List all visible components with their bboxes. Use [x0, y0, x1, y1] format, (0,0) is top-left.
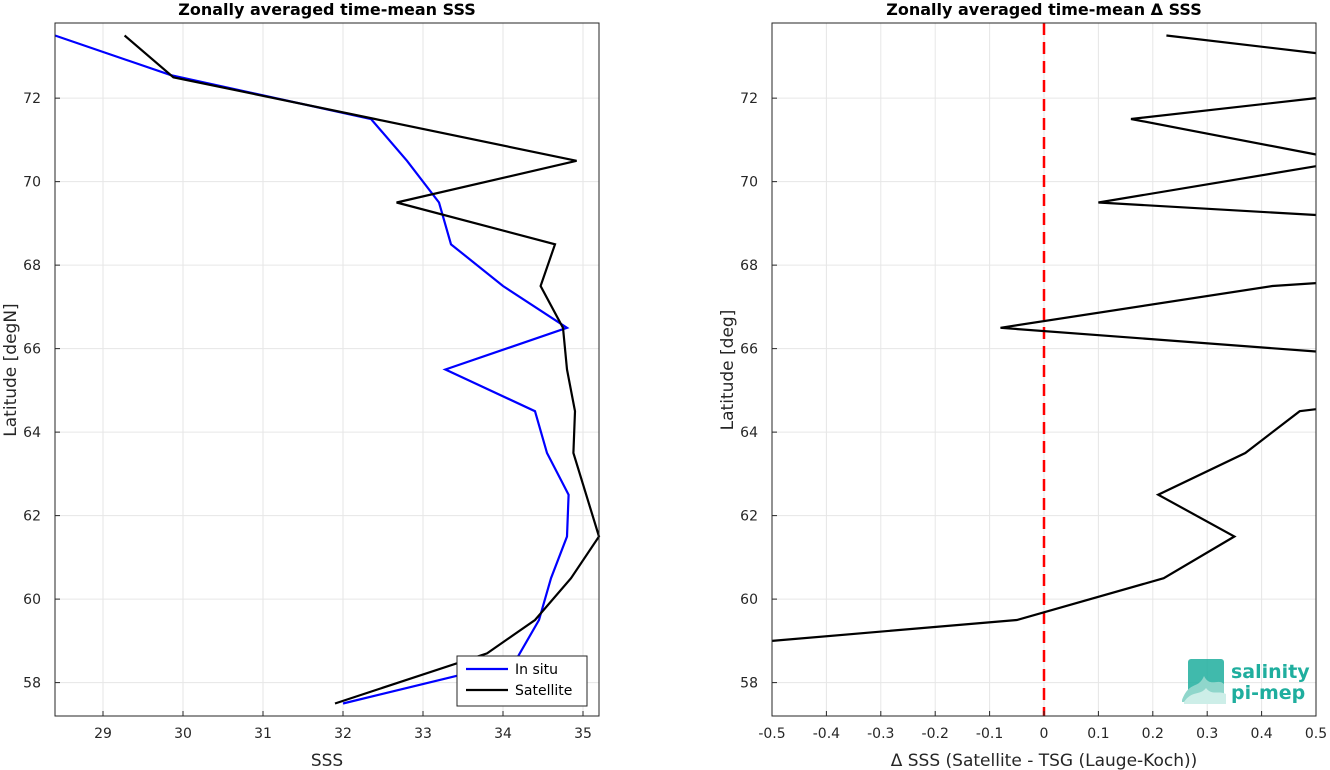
series-line-delta-sss: [1098, 165, 1317, 217]
legend: In situ Satellite: [456, 655, 588, 707]
series-line-delta-sss: [771, 408, 1317, 642]
x-tick-label: 0.5: [1305, 726, 1327, 742]
y-tick-label: 70: [740, 175, 758, 191]
right-data: [771, 23, 1317, 716]
series-line-delta-sss: [1130, 97, 1317, 156]
salinity-pi-mep-logo: salinity pi-mep: [1182, 659, 1310, 704]
x-tick-label: 0.1: [1087, 726, 1109, 742]
x-tick-label: -0.3: [867, 726, 894, 742]
y-tick-label: 68: [23, 258, 41, 274]
x-tick-label: 35: [574, 726, 592, 742]
right-title: Zonally averaged time-mean Δ SSS: [886, 0, 1202, 19]
x-tick-label: 31: [254, 726, 272, 742]
y-tick-label: 58: [740, 676, 758, 692]
x-tick-label: 32: [334, 726, 352, 742]
y-tick-label: 64: [740, 425, 758, 441]
y-tick-label: 62: [23, 509, 41, 525]
y-tick-label: 66: [740, 342, 758, 358]
wave-logo-icon: [1182, 659, 1226, 704]
y-tick-label: 58: [23, 676, 41, 692]
legend-satellite-label: Satellite: [515, 683, 572, 699]
left-y-label: Latitude [degN]: [1, 303, 21, 436]
x-tick-label: -0.4: [813, 726, 840, 742]
left-grid: [55, 23, 599, 716]
right-x-label: Δ SSS (Satellite - TSG (Lauge-Koch)): [891, 751, 1198, 770]
x-tick-label: -0.2: [922, 726, 949, 742]
y-tick-label: 64: [23, 425, 41, 441]
x-tick-label: -0.5: [758, 726, 785, 742]
legend-in-situ-label: In situ: [515, 662, 558, 678]
y-tick-label: 72: [740, 91, 758, 107]
logo-line2: pi-mep: [1231, 682, 1305, 704]
y-tick-label: 60: [23, 592, 41, 608]
y-tick-label: 68: [740, 258, 758, 274]
y-tick-label: 66: [23, 342, 41, 358]
y-tick-label: 70: [23, 175, 41, 191]
left-x-label: SSS: [311, 751, 343, 770]
left-ticks: 29 30 31 32 33 34 35 58 60 62 64 66 68 70 72: [23, 91, 592, 742]
y-tick-label: 72: [23, 91, 41, 107]
logo-line1: salinity: [1231, 661, 1310, 683]
right-ticks: -0.5 -0.4 -0.3 -0.2 -0.1 0 0.1 0.2 0.3 0.4 0.5 58 60…: [740, 91, 1327, 742]
x-tick-label: 33: [414, 726, 432, 742]
series-line-delta-sss: [1000, 282, 1317, 353]
y-tick-label: 60: [740, 592, 758, 608]
right-y-label: Latitude [deg]: [718, 310, 738, 431]
x-tick-label: 0.4: [1250, 726, 1272, 742]
series-line-in-situ: [54, 34, 570, 705]
x-tick-label: 0.3: [1196, 726, 1218, 742]
left-axes-frame: [54, 22, 600, 717]
series-line-delta-sss: [1166, 34, 1317, 55]
legend-box: [456, 655, 588, 707]
x-tick-label: 0.2: [1142, 726, 1164, 742]
x-tick-label: -0.1: [976, 726, 1003, 742]
left-panel: 29 30 31 32 33 34 35 58 60 62 64 66 68 70 72 Zonally a…: [1, 0, 601, 770]
x-tick-label: 29: [94, 726, 112, 742]
y-tick-label: 62: [740, 509, 758, 525]
x-tick-label: 0: [1040, 726, 1049, 742]
series-line-satellite: [123, 34, 601, 705]
left-data: [54, 34, 601, 705]
x-tick-label: 30: [174, 726, 192, 742]
x-tick-label: 34: [494, 726, 512, 742]
left-title: Zonally averaged time-mean SSS: [178, 0, 476, 19]
right-panel: -0.5 -0.4 -0.3 -0.2 -0.1 0 0.1 0.2 0.3 0.4 0.5 58 60…: [718, 0, 1327, 770]
